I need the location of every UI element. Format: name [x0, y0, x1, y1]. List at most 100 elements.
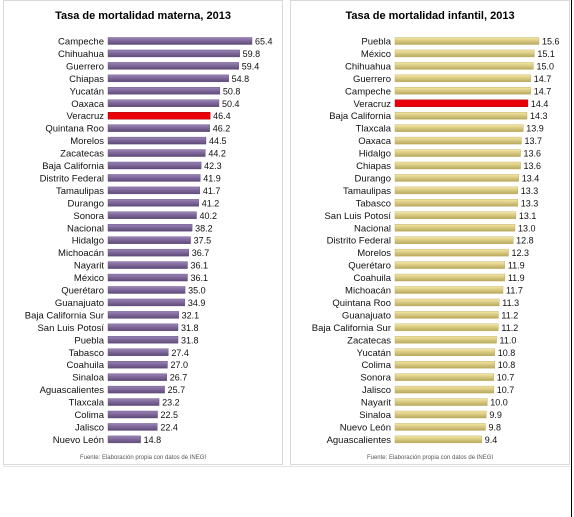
- value-label: 32.1: [182, 310, 200, 320]
- value-label: 11.0: [500, 335, 517, 345]
- category-label: Baja California: [42, 161, 104, 172]
- value-label: 59.4: [242, 61, 260, 71]
- category-label: Morelos: [70, 136, 104, 147]
- bar: [107, 211, 197, 220]
- bar: [107, 199, 199, 207]
- bar: [394, 149, 521, 157]
- category-label: Nacional: [67, 223, 104, 234]
- category-label: Querétaro: [348, 261, 391, 272]
- category-label: Puebla: [361, 37, 391, 48]
- bar: [394, 199, 518, 207]
- bar: [107, 62, 239, 70]
- bar: [107, 423, 158, 431]
- bar: [107, 298, 186, 307]
- maternal-mortality-chart: Tasa de mortalidad materna, 2013 Campech…: [3, 0, 283, 465]
- category-label: Aguascalientes: [327, 435, 392, 446]
- category-label: Michoacán: [58, 248, 104, 259]
- value-label: 14.7: [534, 86, 552, 96]
- value-label: 42.3: [204, 161, 222, 171]
- value-label: 13.7: [524, 136, 542, 146]
- value-label: 22.4: [160, 422, 178, 432]
- category-label: Guerrero: [353, 74, 391, 85]
- category-label: Tabasco: [69, 348, 104, 359]
- infant-mortality-chart: Tasa de mortalidad infantil, 2013 Puebla…: [290, 0, 570, 465]
- value-label: 34.9: [188, 298, 206, 308]
- highlighted-bar: [107, 111, 211, 120]
- category-label: Veracruz: [67, 111, 105, 122]
- bar: [394, 211, 517, 220]
- value-label: 10.8: [498, 348, 516, 358]
- category-label: Campeche: [58, 37, 104, 48]
- value-label: 36.7: [192, 248, 210, 258]
- source-note: Fuente: Elaboración propia con datos de …: [79, 455, 207, 461]
- category-label: México: [361, 49, 391, 60]
- chart-title: Tasa de mortalidad infantil, 2013: [345, 10, 515, 22]
- value-label: 65.4: [255, 37, 273, 47]
- value-label: 36.1: [190, 261, 208, 271]
- value-label: 11.2: [501, 310, 518, 320]
- category-label: Chihuahua: [58, 49, 105, 60]
- category-label: Distrito Federal: [40, 173, 104, 184]
- category-label: Nayarit: [361, 398, 391, 409]
- infant-mortality-plot: Puebla 15.6 México 15.1 Chihuahua 15.0 Guerrer…: [312, 37, 560, 446]
- value-label: 38.2: [195, 223, 213, 233]
- bar: [394, 111, 528, 120]
- value-label: 9.4: [485, 435, 498, 445]
- value-label: 50.8: [223, 86, 241, 96]
- value-label: 13.9: [526, 124, 544, 134]
- bar: [394, 286, 504, 294]
- bar: [394, 136, 522, 145]
- category-label: Colima: [361, 360, 391, 371]
- category-label: Oaxaca: [71, 99, 104, 110]
- category-label: Tamaulipas: [56, 186, 104, 197]
- value-label: 40.2: [200, 211, 218, 221]
- category-label: Quintana Roo: [45, 124, 104, 135]
- category-label: Hidalgo: [359, 149, 391, 160]
- value-label: 23.2: [162, 398, 180, 408]
- bar: [394, 273, 506, 282]
- bar: [107, 410, 158, 419]
- category-label: Nuevo León: [340, 422, 391, 433]
- category-label: Jalisco: [75, 422, 104, 433]
- highlighted-bar: [394, 99, 529, 107]
- bar: [107, 161, 202, 170]
- category-label: Quintana Roo: [332, 298, 391, 309]
- category-label: Sinaloa: [72, 373, 104, 384]
- value-label: 27.0: [170, 360, 188, 370]
- category-label: Sonora: [73, 211, 104, 222]
- category-label: Tamaulipas: [343, 186, 391, 197]
- value-label: 15.6: [542, 37, 560, 47]
- bar: [394, 174, 519, 182]
- category-label: Guanajuato: [342, 310, 391, 321]
- value-label: 41.2: [202, 198, 220, 208]
- bar: [394, 348, 495, 356]
- category-label: Oaxaca: [358, 136, 391, 147]
- bar: [107, 224, 193, 232]
- value-label: 11.9: [508, 273, 525, 283]
- category-label: México: [74, 273, 104, 284]
- bar: [107, 348, 169, 356]
- divider: [3, 466, 570, 467]
- bar: [394, 236, 514, 244]
- value-label: 13.6: [524, 161, 542, 171]
- value-label: 14.3: [530, 111, 548, 121]
- category-label: Campeche: [345, 86, 391, 97]
- bar: [107, 236, 191, 244]
- value-label: 11.9: [508, 261, 525, 271]
- value-label: 46.4: [213, 111, 231, 121]
- bar: [394, 62, 534, 70]
- value-label: 13.4: [522, 173, 540, 183]
- bar: [107, 136, 207, 145]
- category-label: Coahuila: [354, 273, 392, 284]
- value-label: 14.4: [531, 99, 549, 109]
- value-label: 26.7: [170, 373, 188, 383]
- value-label: 9.9: [489, 410, 502, 420]
- value-label: 54.8: [232, 74, 250, 84]
- category-label: Coahuila: [67, 360, 105, 371]
- value-label: 59.8: [243, 49, 261, 59]
- category-label: Tlaxcala: [356, 124, 392, 135]
- value-label: 37.5: [194, 236, 212, 246]
- value-label: 44.5: [209, 136, 227, 146]
- page-edge-line: [571, 0, 572, 517]
- value-label: 14.7: [534, 74, 552, 84]
